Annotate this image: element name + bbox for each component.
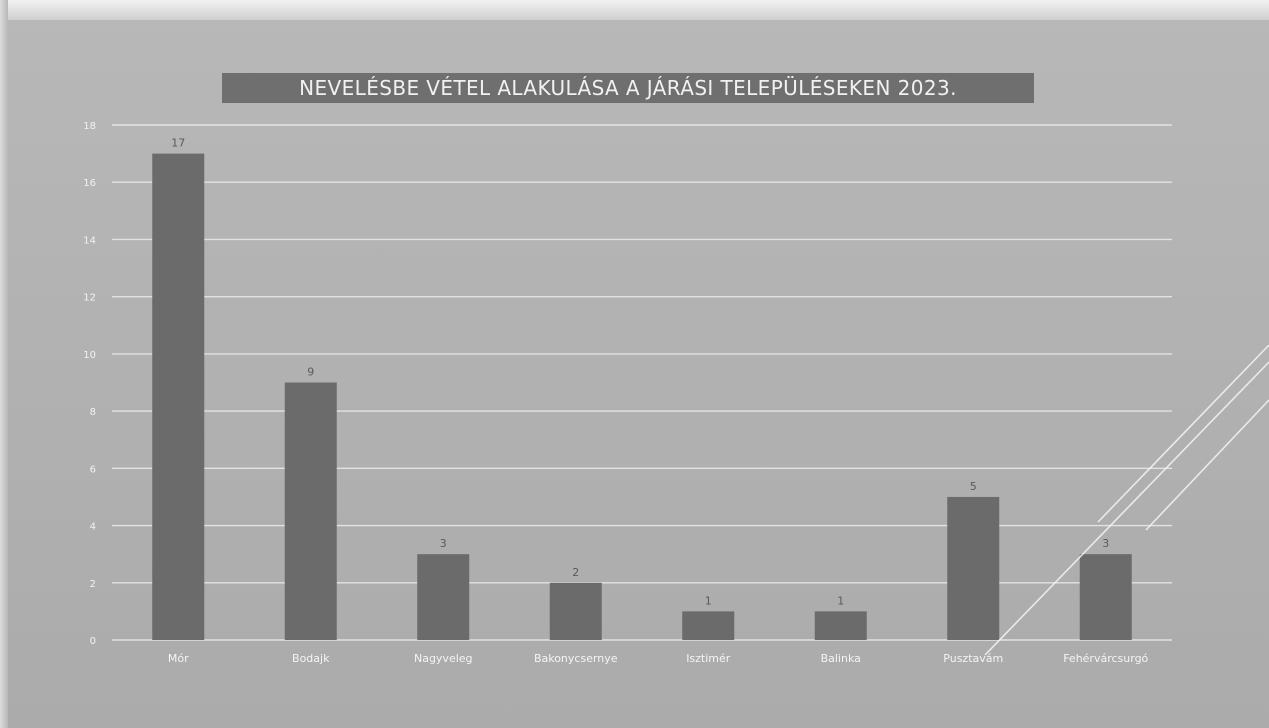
- diagonal-mark-2: [984, 361, 1269, 656]
- chart-title: NEVELÉSBE VÉTEL ALAKULÁSA A JÁRÁSI TELEP…: [222, 73, 1034, 103]
- data-label-7: 5: [970, 480, 977, 493]
- bar-8: [1079, 554, 1132, 640]
- y-tick-label-18: 18: [83, 121, 96, 132]
- bar-1: [152, 153, 205, 640]
- bar-3: [417, 554, 470, 640]
- y-tick-label-4: 4: [90, 522, 96, 533]
- data-label-3: 3: [440, 537, 447, 550]
- bar-4: [549, 582, 602, 640]
- data-labels: 17 9 3 2 1 1 5 3: [171, 137, 1109, 608]
- data-label-6: 1: [837, 594, 844, 607]
- category-label-7: Pusztavám: [943, 652, 1003, 665]
- x-axis-categories: Mór Bodajk Nagyveleg Bakonycsernye Isztimér B…: [168, 652, 1149, 665]
- category-label-8: Fehérvárcsurgó: [1063, 652, 1148, 665]
- y-tick-label-10: 10: [83, 350, 96, 361]
- data-label-5: 1: [705, 594, 712, 607]
- y-tick-label-6: 6: [90, 464, 96, 475]
- y-tick-label-16: 16: [83, 178, 96, 189]
- category-label-2: Bodajk: [292, 652, 330, 665]
- category-label-1: Mór: [168, 652, 189, 665]
- scan-page-edge: [0, 0, 1269, 20]
- data-label-8: 3: [1102, 537, 1109, 550]
- scan-left-edge: [0, 0, 8, 728]
- category-label-5: Isztimér: [686, 652, 731, 665]
- diagonal-marks: [984, 344, 1269, 656]
- bars: [152, 153, 1132, 640]
- y-tick-label-12: 12: [83, 293, 96, 304]
- data-label-2: 9: [307, 366, 314, 379]
- category-label-4: Bakonycsernye: [534, 652, 618, 665]
- bar-6: [814, 611, 867, 640]
- bar-2: [284, 382, 337, 640]
- y-axis-ticks: 0 2 4 6 8 10 12 14 16 18: [83, 121, 96, 647]
- category-label-3: Nagyveleg: [414, 652, 473, 665]
- category-label-6: Balinka: [821, 652, 861, 665]
- y-tick-label-8: 8: [90, 407, 96, 418]
- y-tick-label-14: 14: [83, 235, 96, 246]
- gridlines: [112, 124, 1172, 641]
- data-label-1: 17: [171, 137, 185, 150]
- y-tick-label-0: 0: [90, 636, 96, 647]
- y-tick-label-2: 2: [90, 579, 96, 590]
- bar-5: [682, 611, 735, 640]
- bar-7: [947, 496, 1000, 640]
- data-label-4: 2: [572, 566, 579, 579]
- diagonal-mark-3: [1145, 399, 1269, 531]
- diagonal-mark-1: [1097, 344, 1269, 523]
